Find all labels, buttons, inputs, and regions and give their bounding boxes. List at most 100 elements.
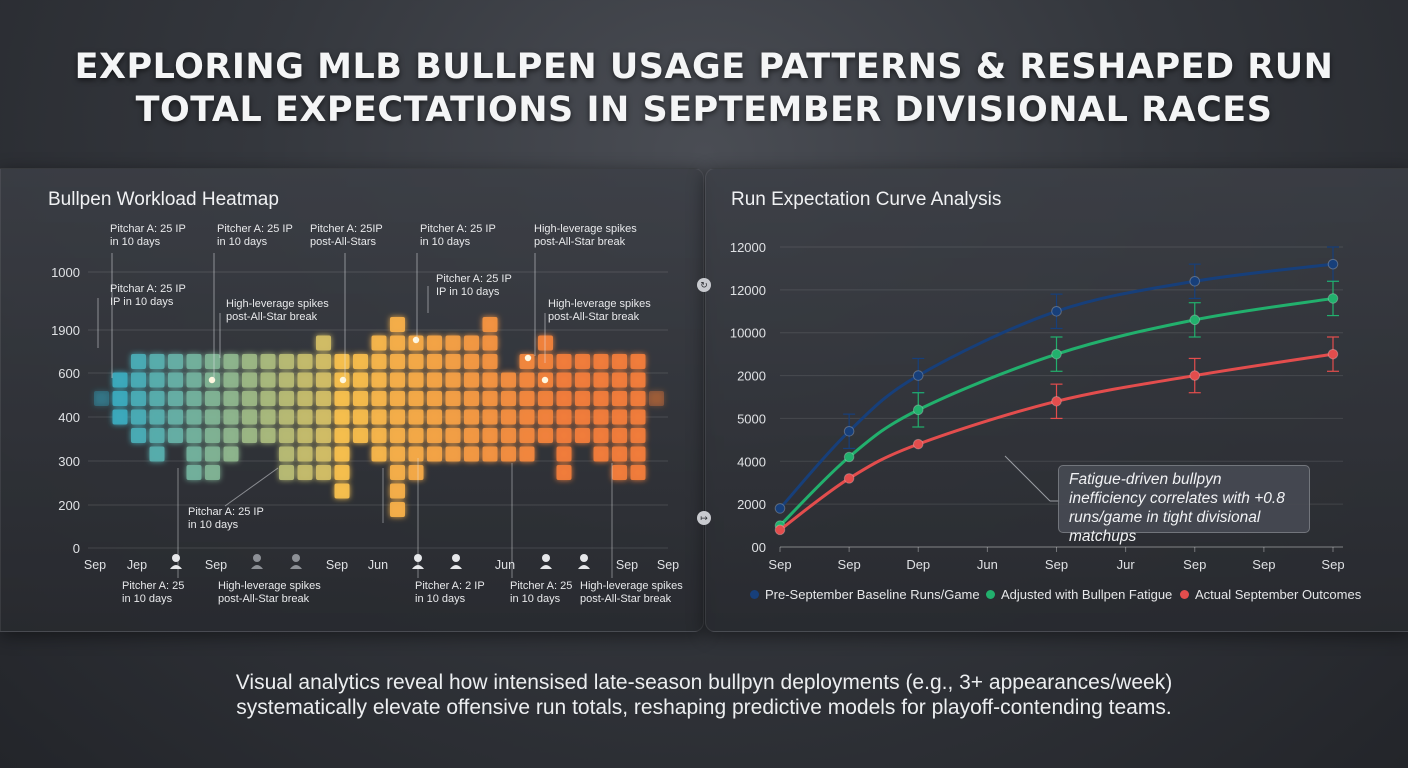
legend-item-fatigue[interactable]: Adjusted with Bullpen Fatigue [986,587,1172,602]
heatmap-cell[interactable] [519,372,535,388]
heatmap-cell[interactable] [445,335,461,351]
heatmap-cell[interactable] [223,391,239,406]
heatmap-cell[interactable] [556,409,572,425]
heatmap-cell[interactable] [408,372,424,388]
heatmap-cell[interactable] [593,446,609,462]
heatmap-cell[interactable] [593,391,609,406]
legend-item-baseline[interactable]: Pre-September Baseline Runs/Game [750,587,980,602]
heatmap-cell[interactable] [334,391,350,406]
curve-data-point[interactable] [843,473,855,484]
heatmap-cell[interactable] [242,372,257,388]
heatmap-cell[interactable] [205,409,220,425]
heatmap-cell[interactable] [556,428,572,443]
heatmap-cell[interactable] [168,428,183,443]
heatmap-cell[interactable] [519,446,535,462]
heatmap-cell[interactable] [390,354,405,369]
heatmap-cell[interactable] [297,372,313,388]
heatmap-cell[interactable] [408,409,424,425]
heatmap-cell[interactable] [371,446,387,462]
heatmap-cell[interactable] [316,335,331,351]
heatmap-cell[interactable] [630,446,646,462]
heatmap-cell[interactable] [445,428,461,443]
heatmap-cell[interactable] [390,409,405,425]
heatmap-cell[interactable] [168,391,183,406]
heatmap-cell[interactable] [334,409,350,425]
heatmap-cell[interactable] [297,465,313,480]
heatmap-cell[interactable] [390,391,405,406]
heatmap-cell[interactable] [242,409,257,425]
heatmap-cell[interactable] [186,409,202,425]
heatmap-cell[interactable] [445,372,461,388]
heatmap-cell[interactable] [538,409,553,425]
heatmap-cell[interactable] [390,317,405,332]
heatmap-cell[interactable] [519,409,535,425]
heatmap-cell[interactable] [353,409,368,425]
heatmap-cell[interactable] [649,391,664,406]
heatmap-cell[interactable] [427,409,442,425]
curve-data-point[interactable] [774,524,786,536]
heatmap-cell[interactable] [279,446,294,462]
heatmap-cell[interactable] [186,391,202,406]
heatmap-cell[interactable] [427,372,442,388]
heatmap-cell[interactable] [519,428,535,443]
heatmap-cell[interactable] [260,354,276,369]
heatmap-cell[interactable] [556,372,572,388]
heatmap-cell[interactable] [593,372,609,388]
heatmap-cell[interactable] [612,372,627,388]
heatmap-cell[interactable] [205,428,220,443]
heatmap-cell[interactable] [186,446,202,462]
heatmap-cell[interactable] [131,409,146,425]
heatmap-cell[interactable] [575,391,590,406]
curve-data-point[interactable] [1189,314,1201,326]
heatmap-cell[interactable] [316,354,331,369]
heatmap-cell[interactable] [112,391,128,406]
heatmap-cell[interactable] [223,409,239,425]
heatmap-cell[interactable] [316,446,331,462]
heatmap-cell[interactable] [149,428,165,443]
heatmap-cell[interactable] [131,372,146,388]
heatmap-cell[interactable] [186,372,202,388]
heatmap-cell[interactable] [371,428,387,443]
heatmap-cell[interactable] [556,391,572,406]
curve-data-point[interactable] [1327,293,1339,304]
heatmap-cell[interactable] [519,391,535,406]
heatmap-cell[interactable] [131,428,146,443]
heatmap-cell[interactable] [538,428,553,443]
heatmap-cell[interactable] [593,354,609,369]
heatmap-cell[interactable] [149,409,165,425]
curve-data-point[interactable] [1327,258,1339,270]
heatmap-cell[interactable] [112,372,128,388]
heatmap-cell[interactable] [149,391,165,406]
heatmap-cell[interactable] [242,354,257,369]
heatmap-cell[interactable] [168,409,183,425]
heatmap-cell[interactable] [427,391,442,406]
heatmap-cell[interactable] [353,391,368,406]
heatmap-cell[interactable] [334,428,350,443]
heatmap-cell[interactable] [575,372,590,388]
heatmap-cell[interactable] [205,354,220,369]
heatmap-cell[interactable] [168,372,183,388]
heatmap-cell[interactable] [612,391,627,406]
heatmap-cell[interactable] [482,391,498,406]
curve-data-point[interactable] [1051,305,1062,317]
heatmap-cell[interactable] [464,409,479,425]
heatmap-cell[interactable] [556,446,572,462]
heatmap-cell[interactable] [242,428,257,443]
heatmap-cell[interactable] [390,465,405,480]
heatmap-cell[interactable] [501,372,516,388]
heatmap-cell[interactable] [94,391,109,406]
heatmap-cell[interactable] [334,483,350,499]
heatmap-cell[interactable] [186,428,202,443]
curve-series-line[interactable] [778,262,1334,510]
heatmap-cell[interactable] [297,428,313,443]
heatmap-cell[interactable] [316,391,331,406]
heatmap-cell[interactable] [186,465,202,480]
heatmap-cell[interactable] [205,465,220,480]
curve-data-point[interactable] [1051,348,1062,360]
curve-data-point[interactable] [912,404,924,416]
heatmap-cell[interactable] [427,428,442,443]
heatmap-cell[interactable] [630,354,646,369]
heatmap-cell[interactable] [168,354,183,369]
heatmap-cell[interactable] [297,391,313,406]
heatmap-cell[interactable] [482,428,498,443]
